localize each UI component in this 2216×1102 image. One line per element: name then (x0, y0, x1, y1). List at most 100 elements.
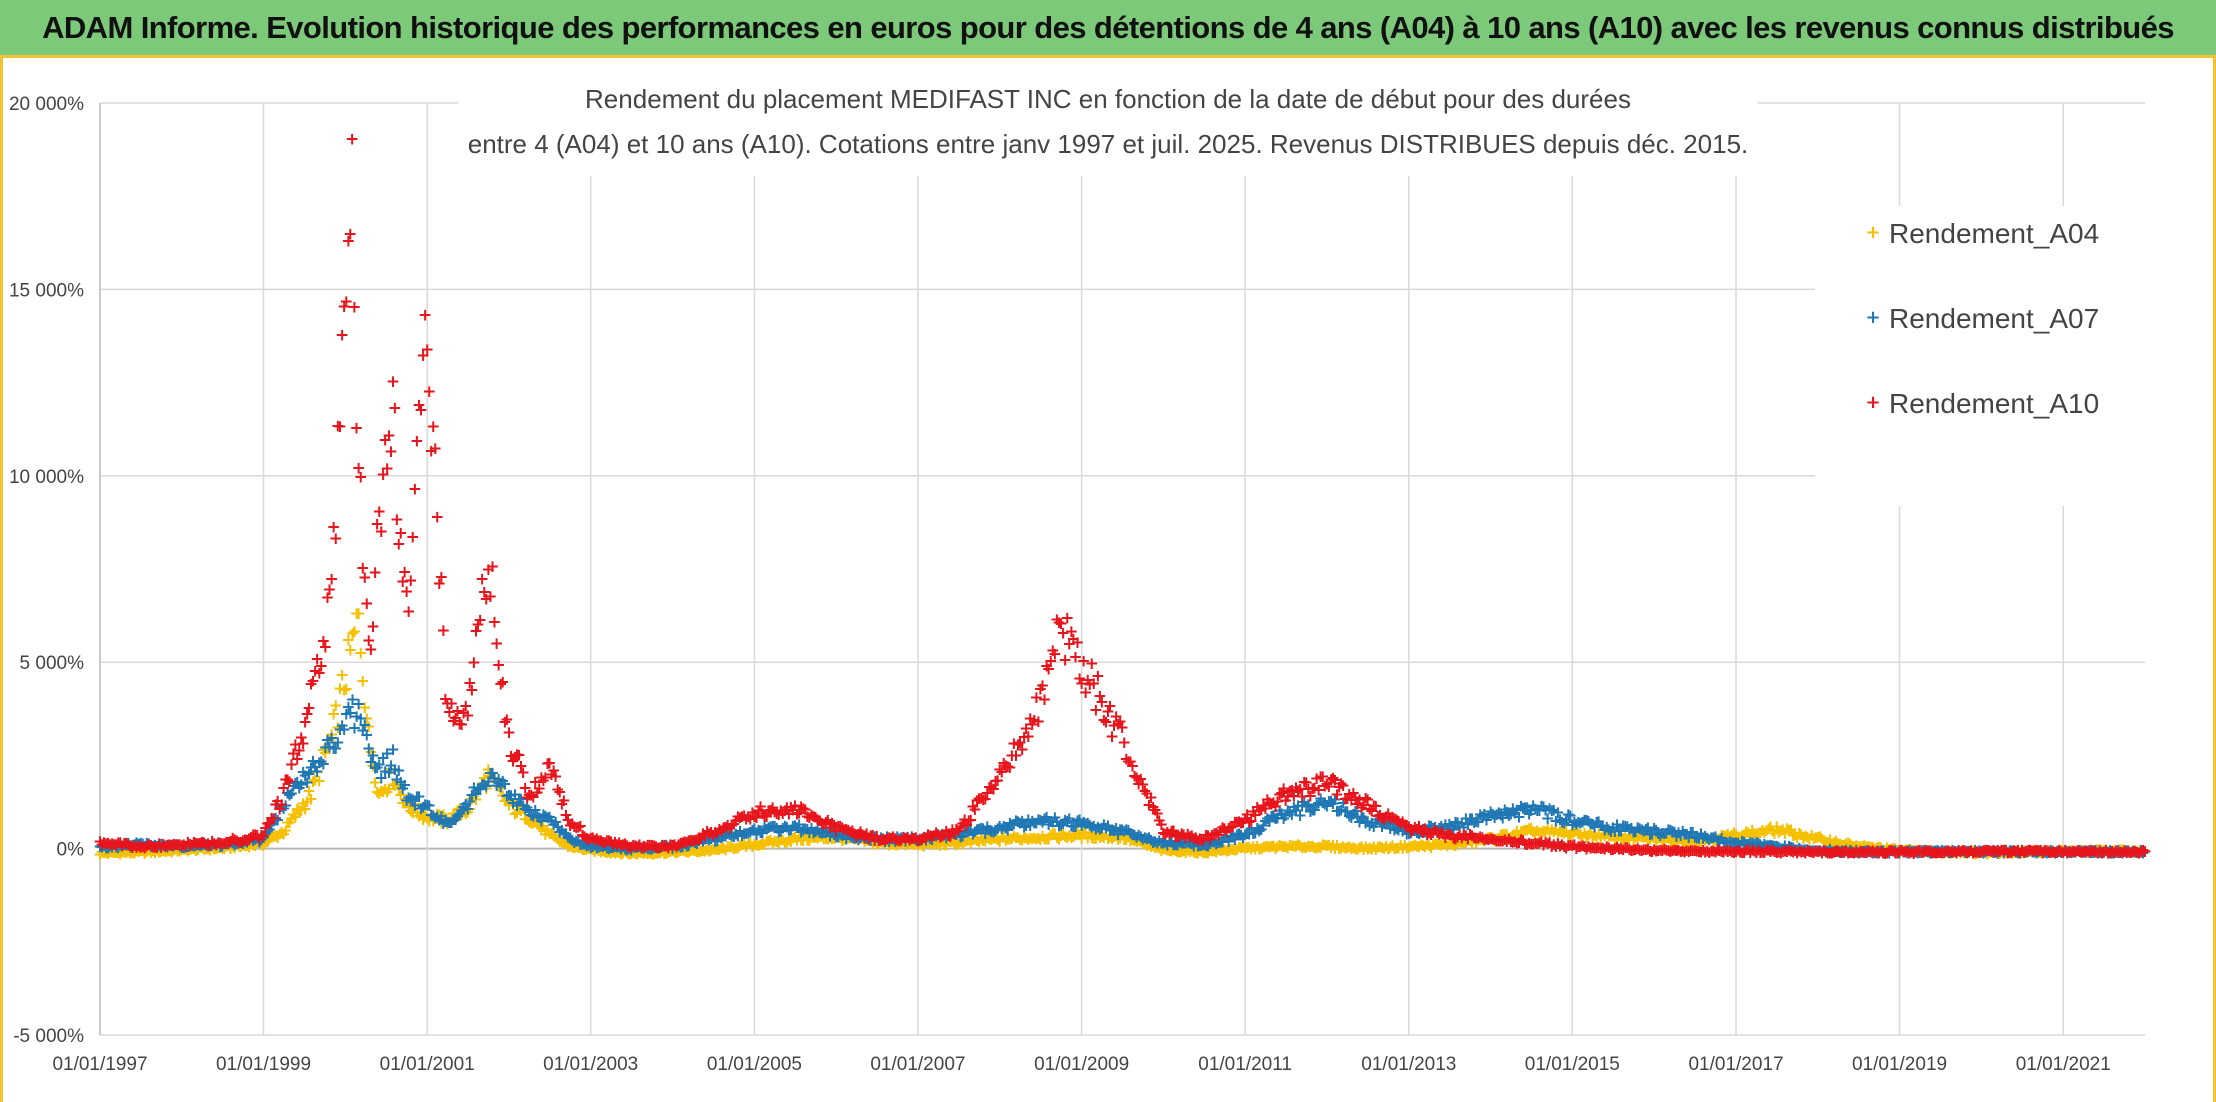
data-point: + (140, 842, 154, 862)
data-point: + (372, 502, 386, 522)
data-point: + (248, 836, 262, 856)
data-point: + (312, 772, 326, 792)
data-point: + (418, 306, 432, 326)
data-point: + (362, 717, 376, 737)
data-point: + (364, 640, 378, 660)
data-point: + (428, 439, 442, 459)
data-point: + (494, 779, 508, 799)
data-point: + (452, 799, 466, 819)
data-point: + (516, 799, 530, 819)
x-tick-label: 01/01/1999 (216, 1054, 311, 1075)
data-point: + (502, 723, 516, 743)
data-point: + (316, 740, 330, 760)
data-point: + (406, 803, 420, 823)
data-point: + (520, 810, 534, 830)
data-point: + (457, 802, 471, 822)
data-point: + (294, 801, 308, 821)
data-point: + (430, 507, 444, 527)
data-point: + (135, 841, 149, 861)
y-tick-label: 15 000% (9, 280, 84, 301)
data-point: + (469, 790, 483, 810)
data-point: + (414, 803, 428, 823)
x-tick-label: 01/01/2021 (2016, 1054, 2111, 1075)
data-point: + (465, 680, 479, 700)
data-point: + (105, 842, 119, 862)
y-tick-label: 5 000% (20, 653, 85, 674)
data-point: + (436, 621, 450, 641)
data-point: + (555, 832, 569, 852)
data-point: + (450, 801, 464, 821)
legend-label: Rendement_A07 (1889, 303, 2099, 334)
data-point: + (522, 812, 536, 832)
data-point: + (337, 681, 351, 701)
data-point: + (131, 842, 145, 862)
data-point: + (258, 833, 272, 853)
data-point: + (302, 781, 316, 801)
data-point: + (232, 836, 246, 856)
data-point: + (416, 810, 430, 830)
data-point: + (567, 839, 581, 859)
data-point: + (410, 432, 424, 452)
data-point: + (496, 786, 510, 806)
data-point: + (575, 840, 589, 860)
data-point: + (481, 760, 495, 780)
data-point: + (175, 840, 189, 860)
data-point: + (181, 842, 195, 862)
chart-title-line: entre 4 (A04) et 10 ans (A10). Cotations… (468, 129, 1749, 159)
data-point: + (275, 823, 289, 843)
data-point: + (343, 641, 357, 661)
data-point: + (277, 824, 291, 844)
data-point: + (561, 837, 575, 857)
data-point: + (339, 680, 353, 700)
data-point: + (489, 634, 503, 654)
data-point: + (296, 734, 310, 754)
data-point: + (324, 725, 338, 745)
data-point: + (345, 624, 359, 644)
data-point: + (424, 805, 438, 825)
data-point: + (508, 804, 522, 824)
data-point: + (230, 835, 244, 855)
data-point: + (546, 826, 560, 846)
data-point: + (374, 522, 388, 542)
x-tick-label: 01/01/2019 (1852, 1054, 1947, 1075)
data-point: + (465, 789, 479, 809)
data-point: + (412, 806, 426, 826)
data-point: + (386, 775, 400, 795)
data-point: + (530, 814, 544, 834)
data-point: + (489, 773, 503, 793)
data-point: + (473, 779, 487, 799)
chart-frame: -5 000% 0% 5 000% 10 000% 15 000% 20 000% 01/0… (0, 58, 2216, 1102)
data-point: + (374, 782, 388, 802)
legend-label: Rendement_A04 (1889, 218, 2099, 249)
data-point: + (284, 810, 298, 830)
data-point: + (189, 841, 203, 861)
data-point: + (563, 837, 577, 857)
data-point: + (459, 804, 473, 824)
x-tick-label: 01/01/2017 (1688, 1054, 1783, 1075)
data-point: + (318, 744, 332, 764)
data-point: + (203, 840, 217, 860)
data-point: + (354, 644, 368, 664)
x-tick-label: 01/01/2007 (870, 1054, 965, 1075)
data-point: + (193, 838, 207, 858)
data-point: + (185, 839, 199, 859)
data-point: + (404, 571, 418, 591)
data-point: + (485, 764, 499, 784)
data-point: + (512, 797, 526, 817)
data-point: + (304, 790, 318, 810)
data-point: + (396, 794, 410, 814)
data-point: + (432, 805, 446, 825)
data-point: + (302, 699, 316, 719)
data-point: + (335, 666, 349, 686)
x-tick-label: 01/01/1997 (52, 1054, 147, 1075)
data-point: + (282, 813, 296, 833)
data-point: + (573, 838, 587, 858)
data-point: + (217, 839, 231, 859)
data-point: + (107, 843, 121, 863)
axes: -5 000% 0% 5 000% 10 000% 15 000% 20 000% 01/0… (9, 94, 2111, 1075)
data-point: + (250, 833, 264, 853)
x-tick-label: 01/01/2005 (707, 1054, 802, 1075)
data-point: + (540, 822, 554, 842)
data-point: + (352, 604, 366, 624)
data-point: + (268, 826, 282, 846)
